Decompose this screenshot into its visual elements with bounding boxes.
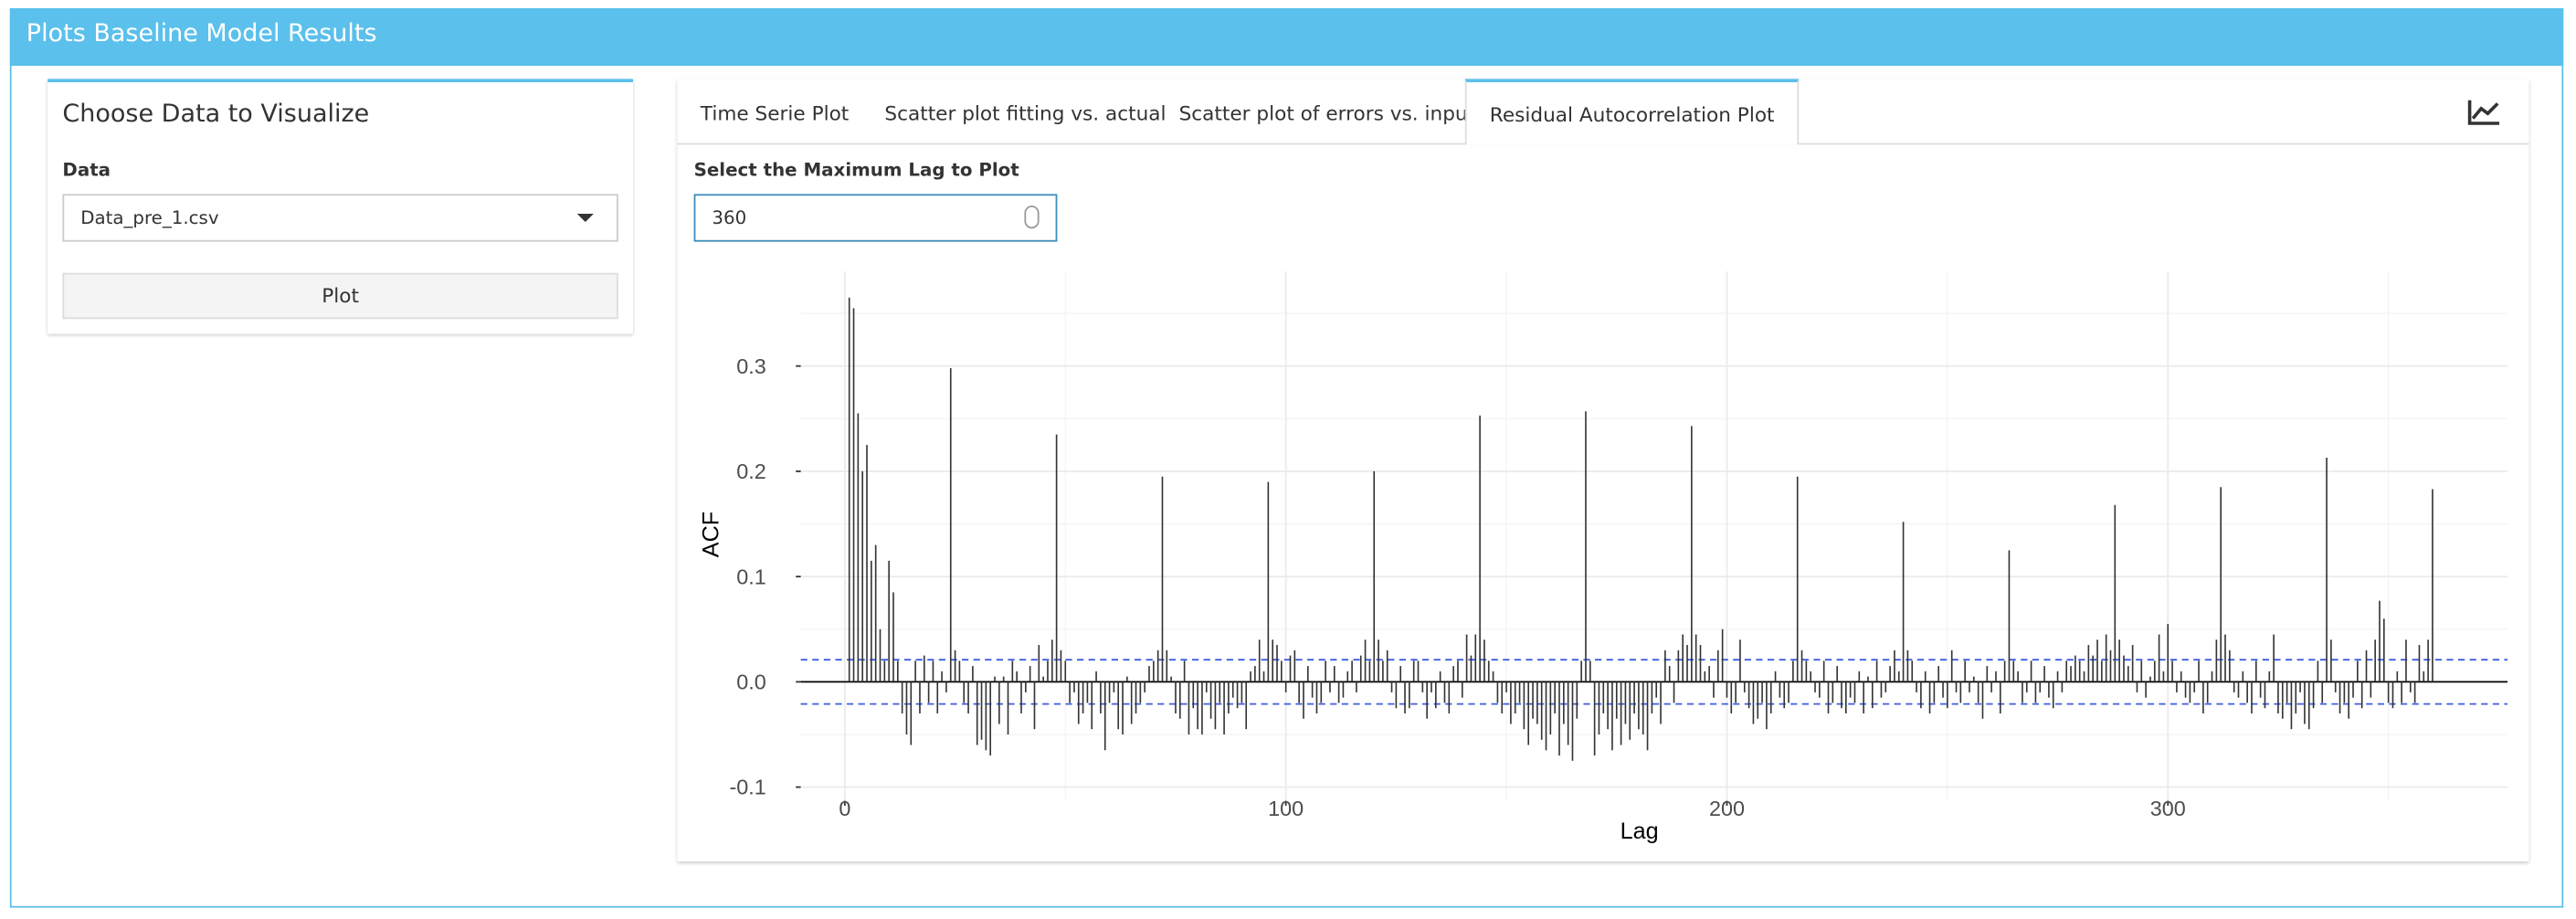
y-tick-label: 0.2 [736, 460, 766, 483]
lag-label: Select the Maximum Lag to Plot [693, 159, 1019, 181]
tab[interactable]: Scatter plot of errors vs. input [1178, 101, 1476, 125]
y-tick-label: 0.1 [736, 565, 766, 588]
select-value: Data_pre_1.csv [80, 206, 219, 229]
y-tick-label: -0.1 [729, 776, 765, 799]
plot-button[interactable]: Plot [62, 272, 618, 320]
tab[interactable]: Residual Autocorrelation Plot [1464, 79, 1800, 145]
x-tick-label: 300 [2150, 797, 2186, 820]
y-axis-label: ACF [699, 512, 724, 557]
x-axis-label: Lag [1621, 819, 1659, 844]
tab[interactable]: Time Serie Plot [700, 101, 850, 125]
data-label: Data [62, 159, 111, 181]
header-bar [9, 8, 2564, 66]
tab[interactable]: Scatter plot fitting vs. actual [884, 101, 1167, 125]
tab-bar: Time Serie Plot Scatter plot fitting vs. … [677, 79, 2529, 145]
data-select[interactable]: Data_pre_1.csv [62, 194, 618, 242]
lag-value: 360 [712, 206, 747, 229]
header-title: Plots Baseline Model Results [26, 17, 377, 48]
sidebar-title: Choose Data to Visualize [62, 99, 370, 129]
chart-icon[interactable] [2466, 97, 2503, 126]
x-tick-label: 0 [839, 797, 850, 820]
x-tick-label: 100 [1268, 797, 1304, 820]
sidebar-box [48, 79, 633, 333]
x-tick-label: 200 [1709, 797, 1745, 820]
caret [576, 214, 594, 222]
spinner [1024, 206, 1040, 229]
y-tick-label: 0.3 [736, 354, 766, 378]
lag-input[interactable]: 360 [693, 194, 1058, 242]
y-tick-label: 0.0 [736, 670, 766, 693]
